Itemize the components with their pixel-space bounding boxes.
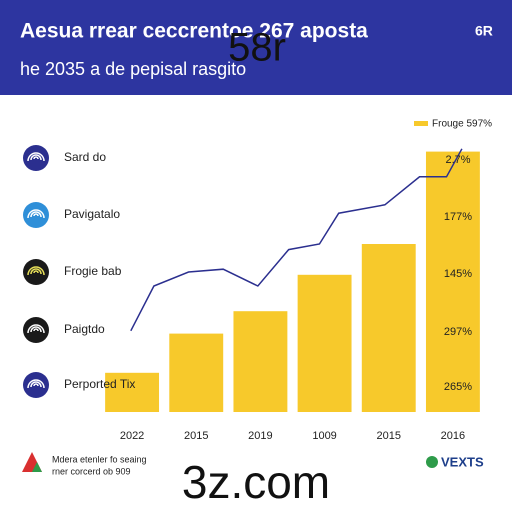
- side-label: 2.7%: [445, 154, 470, 166]
- list-label: Sard do: [64, 150, 106, 164]
- overlay-text: 58r: [228, 26, 286, 70]
- header-band: [0, 0, 512, 95]
- legend-swatch: [414, 121, 428, 126]
- icon-arc: [30, 326, 42, 333]
- x-tick-label: 2016: [441, 430, 465, 442]
- icon-arc: [27, 266, 45, 276]
- side-label: 297%: [444, 326, 472, 338]
- footer-note: Mdera etenler fo seaing: [52, 454, 147, 464]
- icon-arc: [33, 156, 39, 160]
- icon-arc: [33, 383, 39, 387]
- bar: [233, 311, 288, 412]
- brand: 3z.com: [182, 456, 330, 508]
- list-icon: [23, 145, 49, 171]
- x-tick-label: 2022: [120, 430, 144, 442]
- list-icon: [23, 202, 49, 228]
- footer-logo-part: [32, 462, 42, 472]
- list-label: Frogie bab: [64, 264, 122, 278]
- badge: 6R: [475, 23, 493, 39]
- footer-note: rner corcerd ob 909: [52, 466, 131, 476]
- icon-arc: [27, 324, 45, 334]
- icon-arc: [33, 328, 39, 332]
- side-label: 177%: [444, 211, 472, 223]
- icon-arc: [27, 152, 45, 162]
- icon-arc: [30, 381, 42, 388]
- list-icon: [23, 317, 49, 343]
- x-tick-label: 2015: [184, 430, 208, 442]
- bar: [425, 151, 480, 412]
- icon-arc: [30, 211, 42, 218]
- bar: [361, 244, 416, 412]
- title: Aesua rrear ceccrentoe 267 aposta: [20, 20, 368, 43]
- icon-arc: [30, 268, 42, 275]
- icon-arc: [30, 154, 42, 161]
- vexts-logo: VEXTS: [441, 454, 484, 469]
- footer: Mdera etenler fo seaing rner corcerd ob …: [22, 452, 484, 508]
- x-tick-label: 2019: [248, 430, 272, 442]
- list-label: Perported Tix: [64, 377, 135, 391]
- icon-arc: [27, 209, 45, 219]
- icon-arc: [27, 379, 45, 389]
- bar: [297, 274, 352, 412]
- bar: [169, 333, 224, 412]
- subtitle: he 2035 a de pepisal rasgito: [20, 59, 246, 79]
- side-label: 145%: [444, 268, 472, 280]
- x-tick-label: 2015: [377, 430, 401, 442]
- list-icon: [23, 259, 49, 285]
- list-label: Pavigatalo: [64, 207, 120, 221]
- list-icon: [23, 372, 49, 398]
- icon-arc: [33, 213, 39, 217]
- bar: [105, 372, 160, 412]
- list-label: Paigtdo: [64, 322, 105, 336]
- icon-arc: [33, 270, 39, 274]
- x-tick-label: 1009: [312, 430, 336, 442]
- trend-line: [130, 148, 463, 332]
- vexts-icon: [426, 456, 438, 468]
- side-label: 265%: [444, 381, 472, 393]
- legend-label: Frouge 597%: [432, 119, 492, 130]
